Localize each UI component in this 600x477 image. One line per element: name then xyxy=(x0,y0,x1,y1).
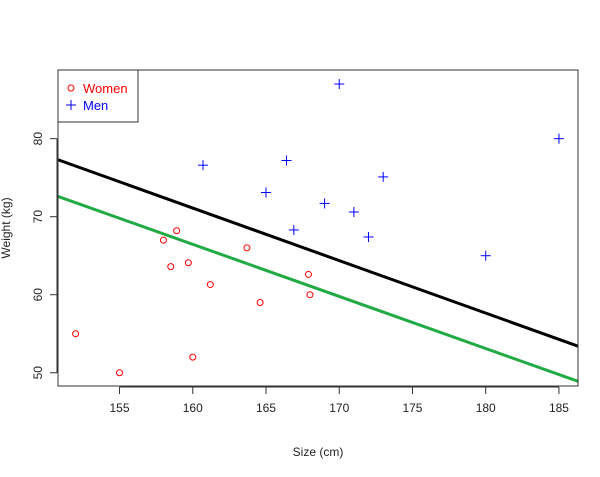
y-tick-label: 70 xyxy=(31,210,45,224)
y-tick-label: 80 xyxy=(31,132,45,146)
regression-line xyxy=(57,194,579,383)
x-tick-label: 160 xyxy=(183,401,203,415)
data-point-men xyxy=(261,187,271,198)
x-tick-label: 180 xyxy=(476,401,496,415)
x-tick-label: 175 xyxy=(402,401,422,415)
data-point-women xyxy=(206,281,214,289)
x-axis: 155 160 165 170 175 180 185 xyxy=(110,386,569,415)
data-point-women xyxy=(256,299,264,307)
data-point-women xyxy=(173,227,181,235)
data-point-men xyxy=(334,79,345,90)
data-points xyxy=(72,79,564,377)
data-point-women xyxy=(159,236,167,244)
data-point-men xyxy=(480,250,491,261)
data-point-men xyxy=(198,160,209,171)
y-axis: 50 60 70 80 xyxy=(31,132,58,380)
x-tick-label: 170 xyxy=(329,401,349,415)
legend-women-marker xyxy=(67,84,75,92)
y-axis-label: Weight (kg) xyxy=(0,197,13,258)
data-point-men xyxy=(378,171,389,182)
x-tick-label: 165 xyxy=(256,401,276,415)
data-point-women xyxy=(189,353,197,361)
data-point-men xyxy=(553,133,564,144)
data-point-women xyxy=(243,244,251,252)
data-point-men xyxy=(288,224,299,235)
legend: Women Men xyxy=(57,69,139,123)
regression-line xyxy=(57,158,579,348)
x-axis-label: Size (cm) xyxy=(293,445,344,459)
x-tick-label: 185 xyxy=(549,401,569,415)
y-tick-label: 60 xyxy=(31,288,45,302)
data-point-men xyxy=(319,198,330,209)
legend-box xyxy=(57,69,139,123)
y-tick-label: 50 xyxy=(31,366,45,380)
data-point-women xyxy=(306,291,314,299)
x-tick-label: 155 xyxy=(110,401,130,415)
data-point-women xyxy=(167,263,175,271)
legend-men-marker xyxy=(66,100,76,110)
legend-men-label: Men xyxy=(83,98,108,113)
legend-women-label: Women xyxy=(83,81,128,96)
data-point-men xyxy=(281,155,292,166)
data-point-men xyxy=(348,207,359,218)
data-point-women xyxy=(72,330,80,338)
plot-frame xyxy=(57,69,579,387)
regression-lines xyxy=(57,158,579,383)
data-point-women xyxy=(304,270,312,278)
data-point-women xyxy=(116,369,124,377)
data-point-men xyxy=(363,231,374,242)
data-point-women xyxy=(184,259,192,267)
